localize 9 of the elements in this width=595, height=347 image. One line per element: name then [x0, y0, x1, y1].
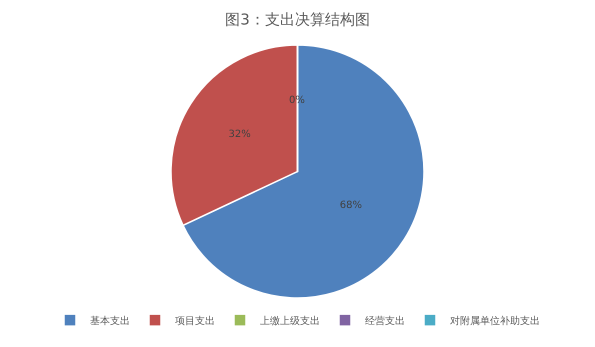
chart-title: 图3：支出决算结构图 — [225, 10, 370, 28]
legend-label: 上缴上级支出 — [260, 314, 320, 327]
legend-label: 基本支出 — [90, 314, 130, 327]
legend-label: 经营支出 — [365, 314, 405, 327]
data-label: 32% — [228, 129, 251, 140]
legend-label: 项目支出 — [175, 314, 215, 327]
text: 0% — [289, 95, 305, 106]
data-label: 68% — [340, 200, 362, 211]
legend-label: 对附属单位补助支出 — [450, 314, 540, 327]
